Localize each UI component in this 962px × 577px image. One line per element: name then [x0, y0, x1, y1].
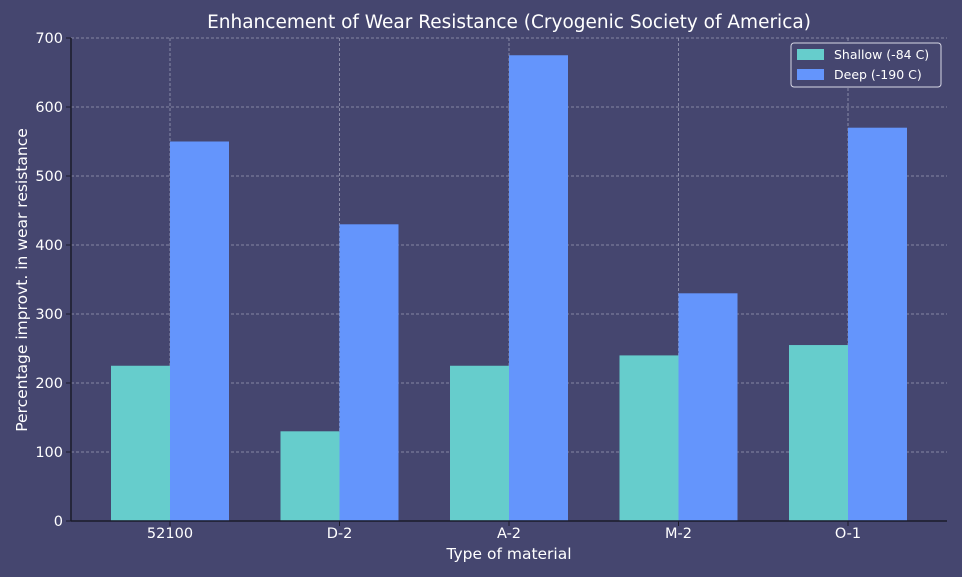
bar [678, 293, 738, 521]
y-axis-ticks: 0 100 200 300 400 500 600 700 [35, 31, 71, 530]
y-tick-label: 300 [35, 307, 63, 323]
bar [789, 345, 848, 521]
bars [111, 55, 907, 522]
x-axis-ticks: 52100 D-2 A-2 M-2 O-1 [147, 521, 861, 542]
bar [111, 365, 170, 521]
x-tick-label: A-2 [497, 526, 521, 542]
y-axis-label: Percentage improvt. in wear resistance [13, 128, 31, 432]
bar [280, 431, 340, 521]
legend-label: Shallow (-84 C) [834, 47, 929, 62]
legend-swatch [797, 49, 824, 60]
x-tick-label: 52100 [147, 526, 193, 542]
bar [848, 127, 907, 521]
y-tick-label: 100 [35, 445, 63, 461]
legend-box [790, 42, 942, 88]
legend: Shallow (-84 C) Deep (-190 C) [790, 42, 942, 88]
y-tick-label: 400 [35, 238, 63, 254]
bar [450, 365, 509, 521]
y-tick-label: 200 [35, 376, 63, 392]
x-tick-label: D-2 [327, 526, 353, 542]
y-tick-label: 600 [35, 100, 63, 116]
y-tick-label: 700 [35, 31, 63, 47]
x-axis-label: Type of material [445, 545, 571, 563]
y-tick-label: 0 [54, 514, 63, 530]
bar [339, 224, 399, 522]
legend-label: Deep (-190 C) [834, 67, 922, 82]
legend-swatch [797, 69, 824, 80]
bar [170, 141, 229, 521]
chart-title: Enhancement of Wear Resistance (Cryogeni… [207, 12, 811, 33]
x-tick-label: O-1 [835, 526, 861, 542]
bar [619, 355, 679, 521]
y-tick-label: 500 [35, 169, 63, 185]
x-tick-label: M-2 [665, 526, 692, 542]
bar [509, 55, 568, 521]
